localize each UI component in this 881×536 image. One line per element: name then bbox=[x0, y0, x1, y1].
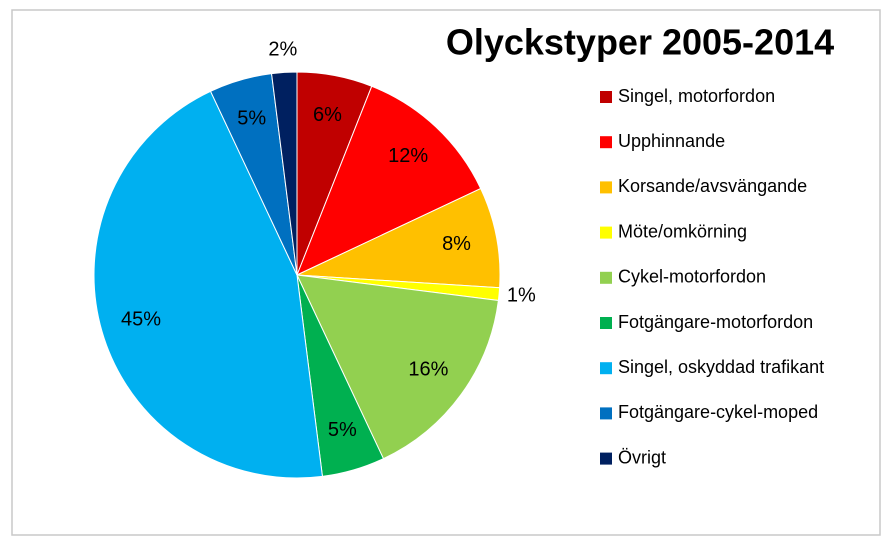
legend-label: Singel, motorfordon bbox=[618, 86, 775, 106]
data-label: 16% bbox=[408, 359, 448, 381]
legend-swatch bbox=[600, 317, 612, 329]
legend-label: Cykel-motorfordon bbox=[618, 267, 766, 287]
legend-swatch bbox=[600, 226, 612, 239]
chart-title: Olyckstyper 2005-2014 bbox=[446, 22, 834, 63]
legend-swatch bbox=[600, 271, 612, 284]
pie-slice bbox=[93, 90, 324, 479]
legend-swatch bbox=[600, 407, 612, 420]
legend-label: Korsande/avsvängande bbox=[618, 176, 807, 196]
data-label: 5% bbox=[328, 419, 357, 441]
legend-label: Upphinnande bbox=[618, 131, 725, 151]
data-label: 45% bbox=[121, 309, 161, 331]
legend-swatch bbox=[600, 181, 612, 194]
legend-label: Singel, oskyddad trafikant bbox=[618, 357, 824, 377]
legend-label: Fotgängare-motorfordon bbox=[618, 312, 813, 332]
legend-label: Fotgängare-cykel-moped bbox=[618, 402, 818, 422]
data-label: 5% bbox=[237, 107, 266, 129]
legend-label: Möte/omkörning bbox=[618, 221, 747, 241]
legend-label: Övrigt bbox=[618, 447, 666, 467]
pie-slice bbox=[270, 71, 298, 276]
data-label: 12% bbox=[388, 145, 428, 167]
data-label: 8% bbox=[442, 233, 471, 255]
data-label: 6% bbox=[313, 104, 342, 126]
legend-swatch bbox=[600, 452, 612, 465]
pie-slice bbox=[296, 274, 499, 460]
pie-slice bbox=[296, 85, 482, 276]
legend-swatch bbox=[600, 91, 612, 103]
data-label: 2% bbox=[268, 38, 297, 60]
data-label: 1% bbox=[507, 284, 536, 306]
pie-slice bbox=[296, 187, 501, 289]
legend-swatch bbox=[600, 362, 612, 375]
legend-swatch bbox=[600, 136, 612, 149]
